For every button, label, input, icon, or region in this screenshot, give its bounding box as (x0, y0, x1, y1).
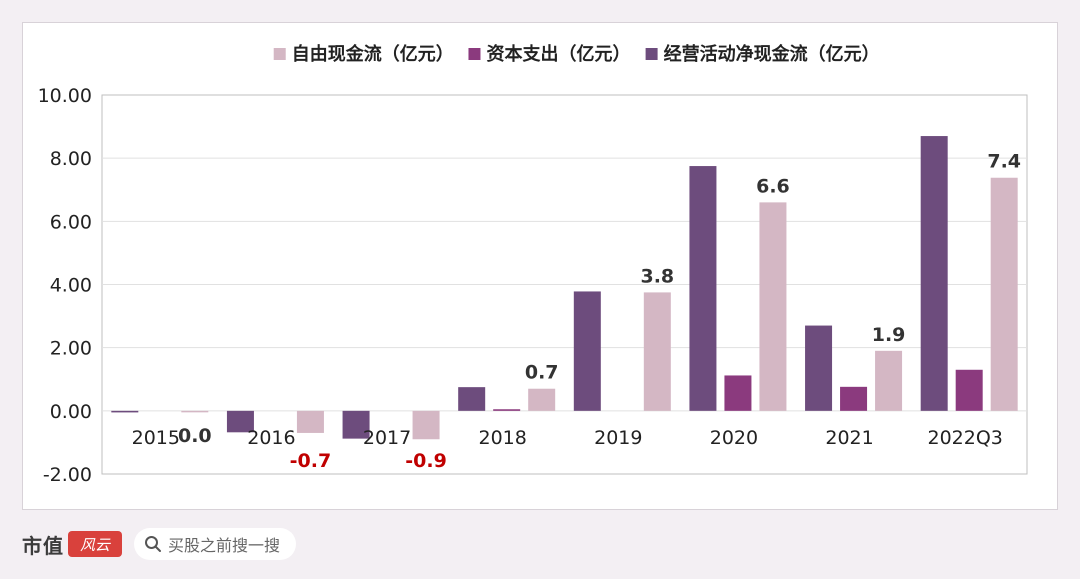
x-tick-label: 2022Q3 (927, 427, 1002, 449)
bar-operating-2018 (458, 387, 486, 411)
data-label-free-2015: 0.0 (178, 425, 212, 447)
legend-label: 经营活动净现金流（亿元） (664, 43, 880, 65)
x-tick-label: 2017 (363, 427, 411, 449)
x-tick-label: 2015 (132, 427, 180, 449)
data-label-free-2018: 0.7 (525, 362, 559, 384)
bar-operating-2021 (805, 325, 833, 411)
brand-logo: 风云 (68, 531, 122, 557)
y-tick-label: 4.00 (50, 275, 92, 297)
x-tick-label: 2019 (594, 427, 642, 449)
search-icon (144, 535, 162, 553)
bar-operating-2022Q3 (920, 136, 948, 411)
bar-operating-2016 (226, 410, 254, 433)
x-tick-label: 2020 (710, 427, 758, 449)
bar-free-2017 (412, 410, 440, 440)
bar-free-2016 (296, 410, 324, 433)
bar-operating-2017 (342, 410, 370, 439)
legend-swatch (645, 48, 658, 60)
bar-free-2022Q3 (990, 177, 1018, 411)
y-tick-label: 10.00 (38, 85, 92, 107)
y-tick-label: 8.00 (50, 148, 92, 170)
footer: 市值 风云 买股之前搜一搜 (22, 526, 297, 562)
legend-swatch (468, 48, 481, 60)
legend-label: 资本支出（亿元） (486, 43, 630, 65)
x-tick-label: 2018 (479, 427, 527, 449)
bar-free-2021 (875, 350, 903, 411)
bar-free-2018 (528, 388, 556, 411)
search-placeholder: 买股之前搜一搜 (168, 536, 281, 555)
bar-capex-2018 (493, 409, 521, 411)
bar-free-2019 (643, 292, 671, 411)
y-tick-label: 0.00 (50, 401, 92, 423)
y-tick-label: 2.00 (50, 338, 92, 360)
bar-free-2020 (759, 202, 787, 411)
legend-label: 自由现金流（亿元） (292, 43, 454, 65)
bar-operating-2019 (573, 291, 601, 411)
data-label-free-2021: 1.9 (872, 324, 906, 346)
data-label-free-2020: 6.6 (756, 175, 790, 197)
bar-operating-2015 (111, 410, 139, 413)
brand: 市值 风云 (22, 530, 122, 559)
legend-swatch (273, 48, 286, 60)
bar-operating-2020 (689, 166, 717, 411)
chart-card: 10.00 8.00 6.00 4.00 2.00 0.00 -2.00 自由现金流（亿元） 资… (22, 22, 1058, 510)
bar-chart: 10.00 8.00 6.00 4.00 2.00 0.00 -2.00 自由现金流（亿元） 资… (38, 43, 1028, 486)
bar-free-2015 (181, 410, 209, 413)
data-label-free-2016: -0.7 (290, 450, 332, 472)
data-label-free-2017: -0.9 (405, 450, 447, 472)
bar-capex-2020 (724, 375, 752, 411)
brand-name: 市值 (22, 533, 64, 558)
x-tick-label: 2021 (825, 427, 873, 449)
x-tick-label: 2016 (247, 427, 295, 449)
y-tick-label: -2.00 (43, 464, 92, 486)
data-label-free-2019: 3.8 (640, 265, 674, 287)
y-tick-label: 6.00 (50, 211, 92, 233)
data-label-free-2022Q3: 7.4 (987, 151, 1021, 173)
search-box[interactable]: 买股之前搜一搜 (134, 528, 297, 560)
bar-capex-2022Q3 (955, 369, 983, 411)
bar-capex-2021 (840, 386, 868, 411)
